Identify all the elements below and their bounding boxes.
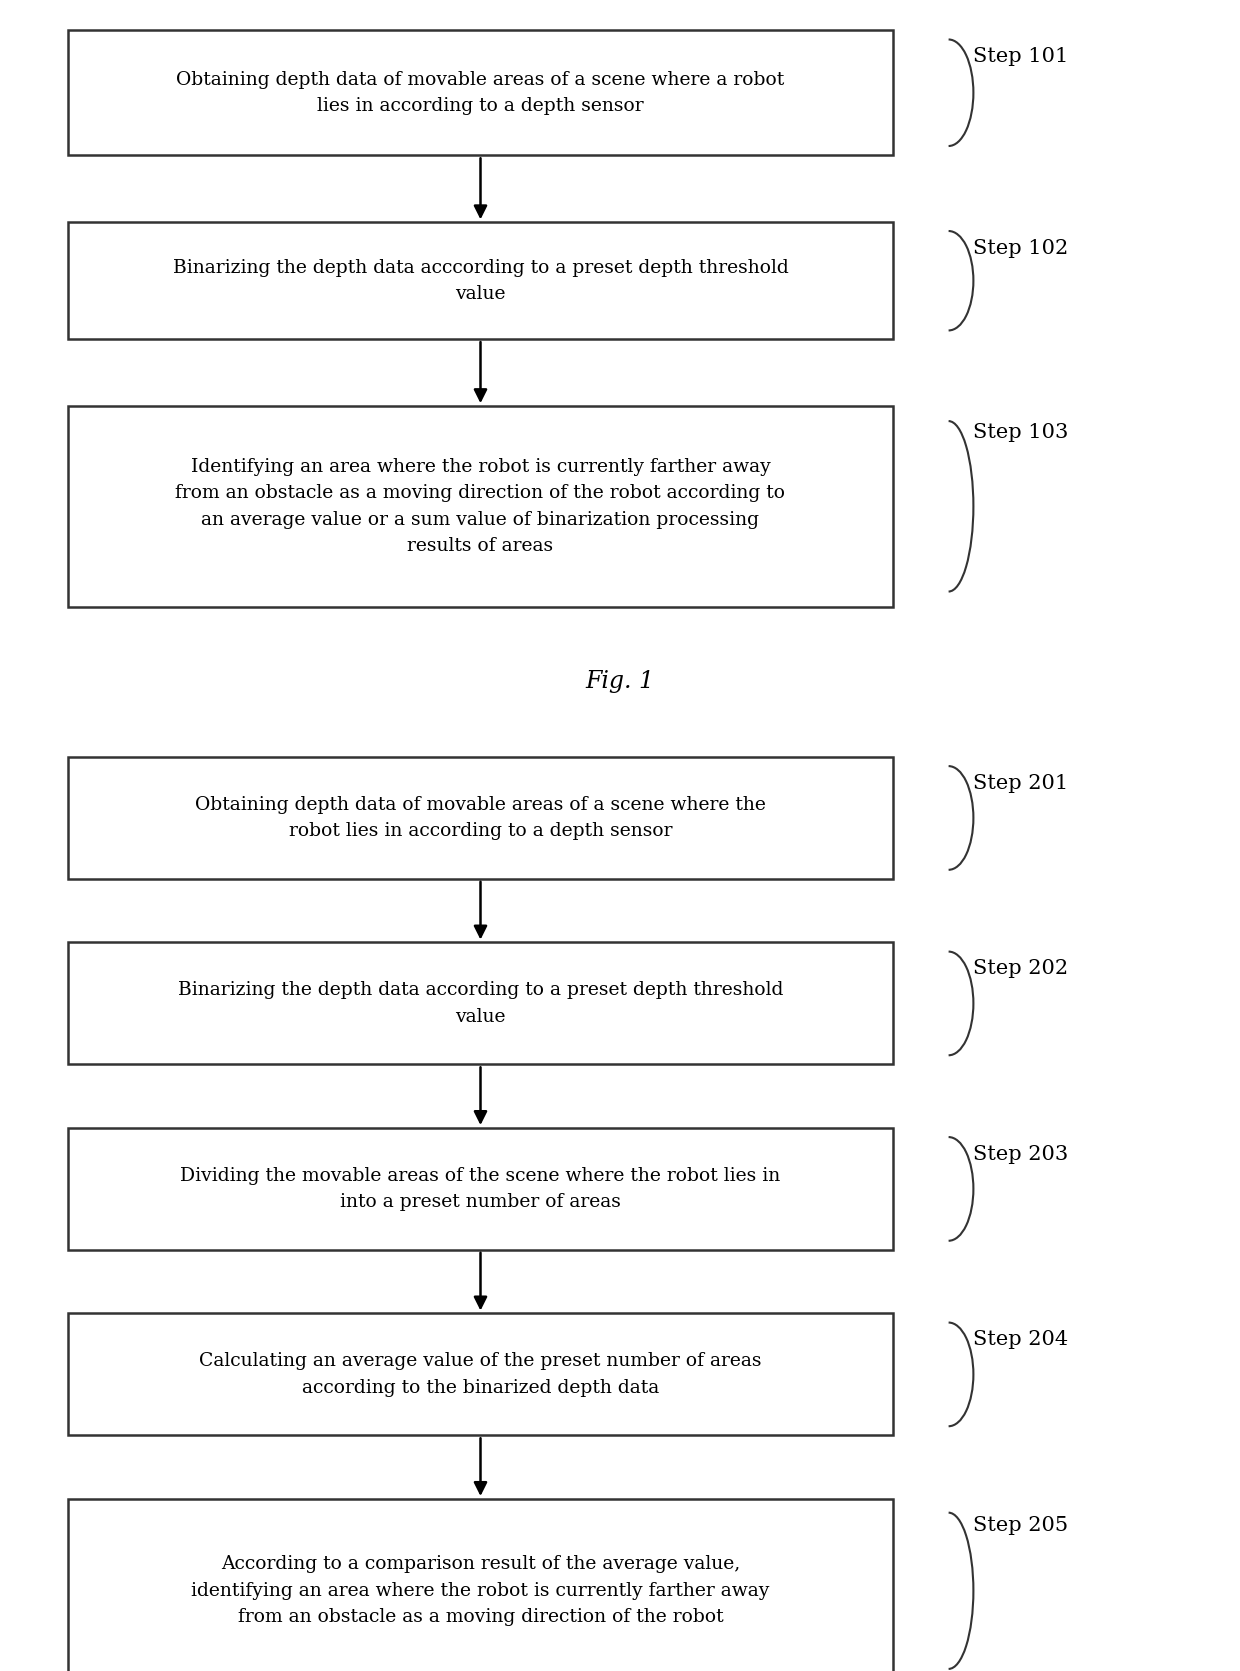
Text: Binarizing the depth data acccording to a preset depth threshold
value: Binarizing the depth data acccording to … — [172, 259, 789, 302]
FancyBboxPatch shape — [68, 942, 893, 1064]
FancyBboxPatch shape — [68, 757, 893, 879]
Text: Dividing the movable areas of the scene where the robot lies in
into a preset nu: Dividing the movable areas of the scene … — [180, 1166, 781, 1211]
FancyBboxPatch shape — [68, 1499, 893, 1671]
Text: Fig. 1: Fig. 1 — [585, 670, 655, 693]
Text: Step 101: Step 101 — [973, 47, 1069, 65]
FancyBboxPatch shape — [68, 30, 893, 155]
Text: Identifying an area where the robot is currently farther away
from an obstacle a: Identifying an area where the robot is c… — [176, 458, 785, 555]
Text: Step 203: Step 203 — [973, 1145, 1069, 1163]
Text: Binarizing the depth data according to a preset depth threshold
value: Binarizing the depth data according to a… — [177, 981, 784, 1026]
FancyBboxPatch shape — [68, 222, 893, 339]
FancyBboxPatch shape — [68, 1128, 893, 1250]
Text: Step 202: Step 202 — [973, 959, 1069, 978]
Text: Step 201: Step 201 — [973, 774, 1069, 792]
FancyBboxPatch shape — [68, 1313, 893, 1435]
FancyBboxPatch shape — [68, 406, 893, 607]
Text: Step 103: Step 103 — [973, 423, 1069, 441]
Text: Step 205: Step 205 — [973, 1516, 1069, 1534]
Text: Step 204: Step 204 — [973, 1330, 1069, 1348]
Text: According to a comparison result of the average value,
identifying an area where: According to a comparison result of the … — [191, 1556, 770, 1626]
Text: Obtaining depth data of movable areas of a scene where a robot
lies in according: Obtaining depth data of movable areas of… — [176, 70, 785, 115]
Text: Calculating an average value of the preset number of areas
according to the bina: Calculating an average value of the pres… — [200, 1352, 761, 1397]
Text: Obtaining depth data of movable areas of a scene where the
robot lies in accordi: Obtaining depth data of movable areas of… — [195, 795, 766, 841]
Text: Step 102: Step 102 — [973, 239, 1069, 257]
